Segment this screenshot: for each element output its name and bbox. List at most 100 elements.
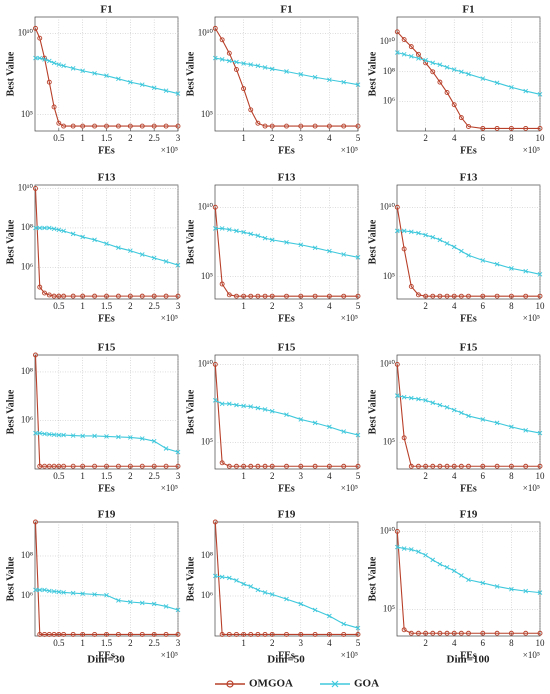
marker	[494, 125, 500, 131]
x-multiplier: ×10⁵	[161, 650, 178, 660]
marker	[92, 463, 98, 469]
marker	[42, 55, 47, 61]
subplot: 10⁵ 10¹⁰ 0.5 1 1.5 2 2.5 3 F1 FEs ×10⁵ Best Value	[5, 4, 180, 157]
y-axis-label: Best Value	[5, 219, 16, 264]
subplot: 10⁵ 10¹⁰ 2 4 6 8 10 F15 FEs ×10⁵ Best Value	[367, 342, 545, 495]
x-tick-label: 6	[481, 471, 486, 481]
marker	[298, 123, 304, 129]
marker	[466, 413, 471, 419]
marker	[163, 631, 169, 637]
marker	[430, 234, 436, 240]
marker	[437, 62, 443, 68]
marker	[127, 293, 133, 299]
x-tick-label: 2.5	[149, 133, 161, 143]
x-tick-label: 1.5	[101, 133, 113, 143]
y-tick-label: 10¹⁰	[198, 358, 214, 368]
marker	[42, 290, 47, 296]
marker	[219, 57, 225, 62]
x-axis-label: FEs	[460, 483, 477, 494]
marker	[139, 631, 145, 637]
marker	[537, 430, 543, 436]
marker	[523, 588, 529, 594]
marker	[92, 123, 98, 129]
marker	[128, 79, 133, 85]
marker	[226, 575, 232, 581]
marker	[151, 293, 157, 299]
marker	[33, 352, 38, 358]
marker	[42, 431, 47, 437]
marker	[523, 88, 529, 94]
marker	[262, 123, 268, 129]
marker	[408, 54, 414, 59]
marker	[212, 226, 218, 231]
marker	[416, 630, 421, 636]
marker	[466, 630, 471, 636]
legend-label: OMGOA	[249, 678, 293, 690]
marker	[104, 463, 109, 469]
subplot-title: F15	[278, 342, 296, 354]
x-tick-label: 2	[270, 471, 275, 481]
x-multiplier: ×10⁵	[523, 483, 540, 493]
marker	[537, 125, 543, 131]
marker	[104, 123, 109, 129]
marker	[269, 408, 275, 414]
plot-area	[396, 184, 541, 300]
marker	[437, 237, 443, 243]
marker	[212, 519, 218, 525]
x-tick-label: 1	[80, 471, 85, 481]
marker	[128, 599, 133, 605]
marker	[115, 631, 121, 637]
marker	[80, 293, 86, 299]
marker	[241, 229, 246, 235]
marker	[255, 63, 261, 69]
marker	[312, 463, 318, 469]
marker	[248, 404, 254, 409]
marker	[37, 225, 43, 231]
marker	[401, 394, 407, 400]
marker	[437, 630, 443, 636]
x-axis-label: FEs	[460, 313, 477, 324]
marker	[56, 62, 62, 67]
series-line	[397, 230, 541, 275]
marker	[46, 79, 52, 85]
marker	[163, 123, 169, 129]
y-tick-label: 10⁸	[21, 550, 33, 560]
x-tick-label: 3	[299, 133, 304, 143]
marker	[163, 88, 169, 93]
y-tick-label: 10⁶	[383, 95, 395, 105]
subplot-title: F1	[100, 4, 112, 16]
marker	[494, 261, 500, 267]
marker	[430, 557, 436, 563]
x-tick-label: 0.5	[53, 638, 65, 648]
marker	[42, 631, 47, 637]
marker	[269, 123, 275, 129]
marker	[56, 463, 62, 469]
subplot: 10⁶ 10⁸ 0.5 1 1.5 2 2.5 3 F19 FEs ×10⁵ Best Value	[5, 509, 180, 662]
y-axis-label: Best Value	[5, 389, 16, 434]
marker	[262, 590, 268, 595]
marker	[284, 123, 289, 129]
marker	[80, 433, 85, 439]
series-line	[34, 28, 178, 127]
marker	[255, 405, 261, 411]
marker	[341, 631, 347, 637]
marker	[37, 430, 43, 436]
marker	[284, 412, 289, 418]
marker	[46, 225, 52, 231]
marker	[298, 631, 304, 637]
marker	[355, 293, 361, 299]
marker	[416, 292, 421, 298]
marker	[115, 293, 121, 299]
plot-area	[34, 184, 179, 300]
subplot-title: F13	[460, 172, 478, 184]
marker	[480, 630, 486, 636]
marker	[430, 630, 436, 636]
marker	[269, 463, 275, 469]
marker	[458, 293, 464, 299]
marker	[226, 463, 232, 469]
marker	[226, 227, 232, 232]
marker	[248, 62, 254, 67]
marker	[46, 588, 52, 594]
x-tick-label: 2	[128, 133, 133, 143]
